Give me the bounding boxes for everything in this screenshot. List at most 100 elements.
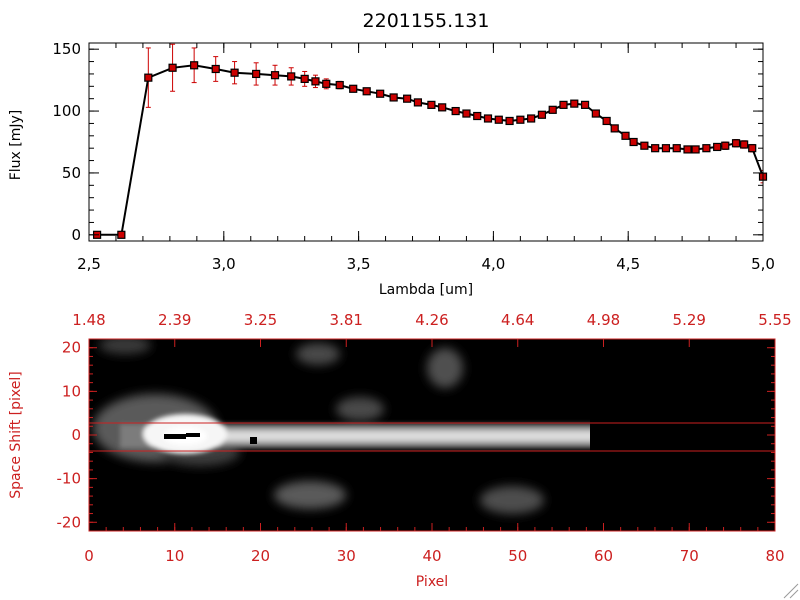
wavelength-tick-label: 5.55	[758, 311, 791, 329]
data-point	[376, 89, 385, 98]
data-point	[362, 87, 371, 96]
data-point	[591, 109, 600, 118]
data-point	[580, 100, 590, 109]
data-point	[721, 141, 730, 150]
x-tick-label: 2,5	[77, 255, 101, 273]
data-point	[117, 230, 126, 239]
spectrum-x-label: Lambda [um]	[379, 282, 473, 298]
data-point	[527, 114, 536, 123]
spectrum-y-label: Flux [mJy]	[8, 110, 24, 181]
data-point	[740, 140, 749, 149]
wavelength-tick-label: 4.98	[587, 311, 620, 329]
data-point	[144, 73, 153, 82]
data-point	[462, 109, 471, 118]
shift-tick-label: 10	[62, 382, 81, 400]
wavelength-tick-label: 3.25	[244, 311, 277, 329]
data-point	[661, 144, 671, 153]
data-point	[621, 131, 630, 140]
data-point	[691, 145, 700, 154]
data-point	[473, 111, 482, 121]
data-point	[413, 98, 423, 107]
pixel-tick-label: 20	[251, 547, 270, 565]
y-tick-label: 150	[52, 40, 81, 58]
data-point	[335, 80, 344, 90]
data-point	[651, 144, 660, 153]
pixel-tick-label: 0	[84, 547, 94, 565]
wavelength-tick-label: 3.81	[330, 311, 363, 329]
x-tick-label: 4,0	[481, 255, 505, 273]
spectrum-title: 2201155.131	[363, 10, 490, 32]
pixel-tick-label: 60	[594, 547, 613, 565]
data-point	[602, 116, 611, 126]
pixel-tick-label: 50	[508, 547, 527, 565]
data-point	[672, 144, 681, 153]
image-x-label: Pixel	[416, 574, 448, 590]
wavelength-tick-label: 4.64	[501, 311, 534, 329]
pixel-tick-label: 80	[765, 547, 784, 565]
data-point	[748, 144, 757, 153]
y-tick-label: 50	[62, 164, 81, 182]
image-x-axis: 0 10 20 30 40 50 60 70 80	[84, 523, 785, 565]
data-point	[211, 64, 220, 74]
shift-tick-label: -20	[57, 513, 82, 531]
wavelength-tick-label: 4.26	[415, 311, 448, 329]
data-point	[349, 84, 358, 93]
data-point	[403, 94, 412, 103]
data-point	[640, 141, 649, 150]
spectrum-frame	[88, 42, 764, 242]
data-point	[610, 124, 619, 133]
wavelength-tick-label: 5.29	[673, 311, 706, 329]
y-tick-label: 100	[52, 102, 81, 120]
data-point	[570, 99, 579, 108]
bad-pixels	[164, 434, 186, 439]
data-point	[483, 114, 493, 123]
spectral-image: 0 10 20 30 40 50 60 70 80 1.48 2.39 3.25 3.81 4.26 4.…	[57, 311, 792, 565]
pixel-tick-label: 40	[422, 547, 441, 565]
data-point	[683, 145, 692, 154]
spectrum-plot: 2,5 3,0 3,5 4,0 4,5 5,0 0 50 100 150	[52, 40, 775, 273]
data-point	[629, 137, 638, 147]
image-y-label: Space Shift [pixel]	[8, 371, 24, 498]
data-point	[537, 110, 547, 119]
resize-grip-icon[interactable]	[783, 583, 799, 599]
data-point	[451, 106, 460, 116]
data-point	[230, 68, 239, 77]
data-point	[494, 115, 503, 124]
shift-tick-label: 20	[62, 339, 81, 357]
x-tick-label: 3,0	[212, 255, 236, 273]
data-point	[438, 103, 447, 112]
data-point	[270, 71, 280, 80]
data-point	[702, 144, 711, 153]
spectrum-markers	[92, 61, 768, 239]
wavelength-tick-label: 2.39	[158, 311, 191, 329]
x-tick-label: 4,5	[616, 255, 640, 273]
data-point	[559, 100, 568, 109]
data-point	[731, 139, 741, 148]
data-point	[300, 74, 309, 83]
image-y-axis: -20 -10 0 10 20	[57, 339, 775, 531]
pixel-tick-label: 70	[680, 547, 699, 565]
spectrum-x-axis: 2,5 3,0 3,5 4,0 4,5 5,0	[77, 43, 775, 273]
shift-tick-label: -10	[57, 470, 82, 488]
x-tick-label: 3,5	[347, 255, 371, 273]
data-point	[322, 79, 331, 88]
shift-tick-label: 0	[71, 426, 81, 444]
data-point	[311, 77, 320, 86]
data-point	[252, 69, 261, 79]
y-tick-label: 0	[71, 226, 81, 244]
wavelength-tick-label: 1.48	[72, 311, 105, 329]
data-point	[168, 63, 177, 72]
data-point	[287, 72, 296, 81]
data-point	[505, 116, 514, 126]
data-point	[190, 61, 199, 70]
data-point	[427, 100, 436, 109]
data-point	[548, 105, 557, 114]
spectrum-y-axis: 0 50 100 150	[52, 40, 763, 244]
data-point	[389, 93, 398, 102]
image-wavelength-axis: 1.48 2.39 3.25 3.81 4.26 4.64 4.98 5.29 5.55	[72, 311, 792, 347]
data-point	[713, 142, 722, 152]
pixel-tick-label: 10	[165, 547, 184, 565]
data-point	[516, 115, 525, 124]
x-tick-label: 5,0	[751, 255, 775, 273]
